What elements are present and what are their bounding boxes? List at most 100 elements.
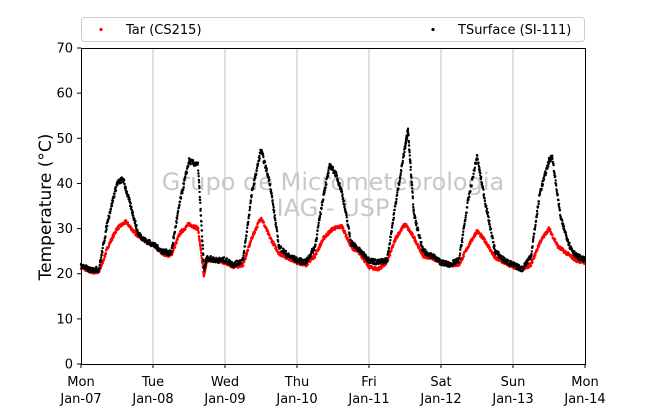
legend: Tar (CS215) TSurface (SI-111) [81,17,585,42]
data-point [542,178,546,181]
data-point [255,166,259,170]
data-point [111,201,114,205]
data-point [200,235,204,238]
data-point [409,159,412,162]
data-point [243,245,247,248]
data-point [466,206,469,209]
data-point [256,225,259,228]
data-point [479,171,482,175]
data-point [479,178,483,181]
data-point [531,261,534,264]
data-point [343,205,346,209]
data-point [480,175,483,179]
data-point [264,164,267,167]
x-tick-label-date: Jan-08 [131,392,173,407]
data-point [284,249,288,253]
data-point [388,242,392,245]
data-point [315,233,319,236]
data-point [412,205,415,209]
data-point [111,199,115,203]
data-point [345,216,348,219]
data-point [274,219,277,222]
data-point [537,245,540,249]
data-point [205,261,208,264]
data-point [419,236,422,240]
data-point [254,176,257,179]
data-point [538,243,541,246]
data-point [245,251,249,255]
data-point [176,212,179,216]
x-tick-label-day: Sat [430,375,451,390]
data-point [106,220,110,223]
data-point [392,218,395,222]
data-point [319,212,322,216]
data-point [203,272,206,275]
x-tick-label-date: Jan-14 [563,392,605,407]
data-series [79,127,587,278]
data-point [197,178,201,182]
data-point [250,196,253,199]
data-point [341,196,345,200]
x-tick-label-day: Wed [211,375,239,390]
data-point [271,199,274,202]
data-point [460,244,463,247]
data-point [335,171,338,174]
legend-marker-tar [99,27,103,32]
legend-label-tsurface: TSurface (SI-111) [457,23,571,38]
data-point [225,257,229,260]
data-point [244,237,248,240]
data-point [95,265,98,269]
data-point [274,246,278,249]
x-tick-label-date: Jan-12 [419,392,461,407]
data-point [387,255,391,259]
data-point [390,226,394,229]
data-point [272,211,276,214]
data-point [464,214,468,217]
data-point [335,174,339,177]
data-point [551,157,554,160]
data-point [402,152,405,156]
data-point [322,198,325,201]
data-point [459,260,463,264]
data-point [488,223,491,226]
data-point [165,248,168,251]
data-point [459,248,462,251]
data-point [247,220,250,224]
data-point [244,239,247,242]
data-point [327,171,330,175]
data-point [184,175,187,178]
data-point [401,161,404,165]
data-point [246,226,249,230]
data-point [203,269,206,272]
data-point [400,229,403,232]
data-point [549,228,552,231]
data-point [387,251,390,255]
data-point [391,245,395,248]
data-point [200,251,203,255]
x-tick-label-day: Fri [361,375,377,390]
data-point [172,237,176,240]
data-point [277,240,280,243]
data-point [246,222,250,226]
data-point [389,254,392,257]
y-tick-label: 40 [56,177,73,192]
data-point [261,153,265,157]
data-point [399,177,402,180]
data-point [275,228,279,231]
y-axis-ticks: 0 10 20 30 40 50 60 70 [56,42,81,373]
data-point [412,209,415,212]
data-point [273,214,276,217]
data-point [248,209,251,212]
data-point [175,221,178,225]
data-point [139,233,143,237]
data-point [416,226,419,229]
data-point [407,144,411,147]
data-point [497,251,500,254]
data-point [179,197,183,200]
data-point [404,142,408,145]
data-point [391,221,394,224]
data-point [482,193,486,196]
data-point [127,193,130,197]
data-point [483,197,486,200]
x-tick-label-day: Sun [501,375,526,390]
